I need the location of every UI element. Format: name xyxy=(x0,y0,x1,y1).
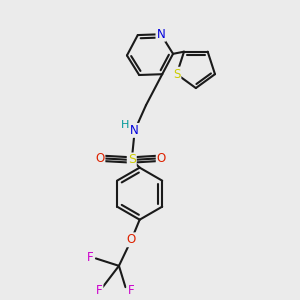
Text: F: F xyxy=(96,284,102,297)
Text: O: O xyxy=(95,152,104,165)
Text: S: S xyxy=(128,154,136,166)
Text: N: N xyxy=(157,28,165,41)
Text: H: H xyxy=(121,120,129,130)
Text: F: F xyxy=(128,284,134,297)
Text: N: N xyxy=(130,124,139,137)
Text: O: O xyxy=(127,233,136,246)
Text: S: S xyxy=(173,68,180,81)
Text: O: O xyxy=(157,152,166,165)
Text: F: F xyxy=(87,251,94,264)
